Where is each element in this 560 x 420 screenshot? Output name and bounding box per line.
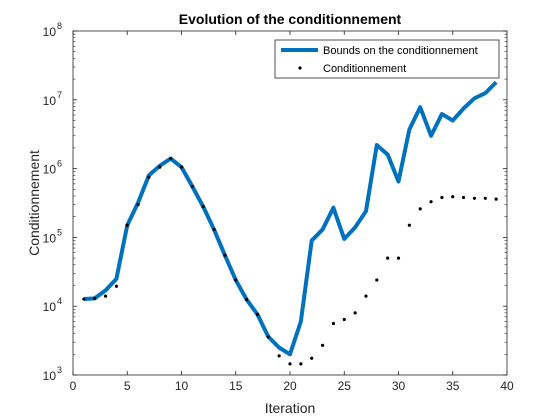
series-line-bounds: [83, 80, 498, 357]
data-point-conditionnement: [288, 362, 292, 366]
data-point-conditionnement: [494, 197, 498, 201]
data-point-conditionnement: [255, 312, 260, 316]
x-tick-label: 15: [229, 379, 243, 393]
data-point-conditionnement: [277, 354, 281, 358]
x-tick-label: 10: [175, 379, 189, 393]
data-point-conditionnement: [472, 196, 477, 200]
data-point-conditionnement: [353, 311, 357, 315]
data-point-conditionnement: [82, 297, 86, 301]
data-point-conditionnement: [245, 297, 249, 302]
data-point-conditionnement: [320, 343, 325, 347]
x-tick-label: 20: [283, 379, 297, 393]
data-point-conditionnement: [223, 253, 227, 257]
y-tick-label: 10: [43, 25, 57, 39]
data-point-conditionnement: [114, 284, 118, 288]
y-tick-exponent: 7: [57, 90, 62, 100]
y-tick-label: 10: [43, 231, 57, 245]
x-tick-label: 40: [500, 379, 514, 393]
x-tick-label: 0: [70, 379, 77, 393]
data-point-conditionnement: [169, 156, 173, 161]
x-tick-label: 25: [338, 379, 352, 393]
chart-title: Evolution of the conditionnement: [179, 11, 402, 27]
y-tick-exponent: 3: [57, 365, 62, 375]
plot-area: [82, 80, 498, 366]
x-tick-label: 30: [392, 379, 406, 393]
y-tick-label: 10: [43, 369, 57, 383]
legend: Bounds on the conditionnement Conditionn…: [274, 39, 500, 79]
legend-label-bounds: Bounds on the conditionnement: [323, 45, 478, 57]
data-point-conditionnement: [429, 200, 433, 204]
data-point-conditionnement: [375, 278, 379, 282]
x-tick-label: 35: [446, 379, 460, 393]
y-tick-exponent: 8: [57, 21, 62, 31]
data-point-conditionnement: [310, 356, 314, 360]
legend-label-conditionnement: Conditionnement: [323, 63, 406, 75]
legend-marker-swatch: [298, 66, 302, 70]
data-point-conditionnement: [407, 223, 411, 227]
x-axis: 0 5 10 15 20 25 30 35 40: [70, 31, 514, 393]
data-point-conditionnement: [158, 165, 162, 169]
y-tick-label: 10: [43, 163, 57, 177]
data-point-conditionnement: [93, 296, 97, 300]
data-point-conditionnement: [440, 195, 444, 200]
data-point-conditionnement: [396, 256, 401, 260]
plot-background: [73, 31, 507, 375]
data-point-conditionnement: [483, 196, 487, 200]
y-tick-exponent: 6: [57, 159, 62, 169]
data-point-conditionnement: [299, 362, 303, 366]
data-point-conditionnement: [179, 165, 184, 169]
data-point-conditionnement: [364, 294, 368, 298]
y-tick-exponent: 4: [57, 296, 62, 306]
data-point-conditionnement: [136, 202, 140, 207]
data-point-conditionnement: [212, 227, 216, 232]
x-tick-label: 5: [124, 379, 131, 393]
data-point-conditionnement: [125, 223, 129, 227]
data-point-conditionnement: [234, 278, 238, 282]
y-tick-label: 10: [43, 300, 57, 314]
data-point-conditionnement: [266, 335, 270, 339]
data-point-conditionnement: [342, 317, 346, 322]
y-tick-label: 10: [43, 94, 57, 108]
data-point-conditionnement: [190, 184, 194, 189]
x-axis-label: Iteration: [265, 400, 316, 416]
data-point-conditionnement: [201, 205, 205, 209]
data-point-conditionnement: [331, 321, 335, 326]
y-axis-label: Conditionnement: [26, 150, 42, 256]
data-point-conditionnement: [103, 294, 108, 298]
data-point-conditionnement: [462, 195, 466, 200]
data-point-conditionnement: [386, 256, 390, 260]
data-point-conditionnement: [451, 195, 455, 199]
data-point-conditionnement: [147, 175, 151, 179]
data-point-conditionnement: [418, 207, 422, 211]
y-tick-exponent: 5: [57, 227, 62, 237]
legend-box: [274, 39, 500, 79]
